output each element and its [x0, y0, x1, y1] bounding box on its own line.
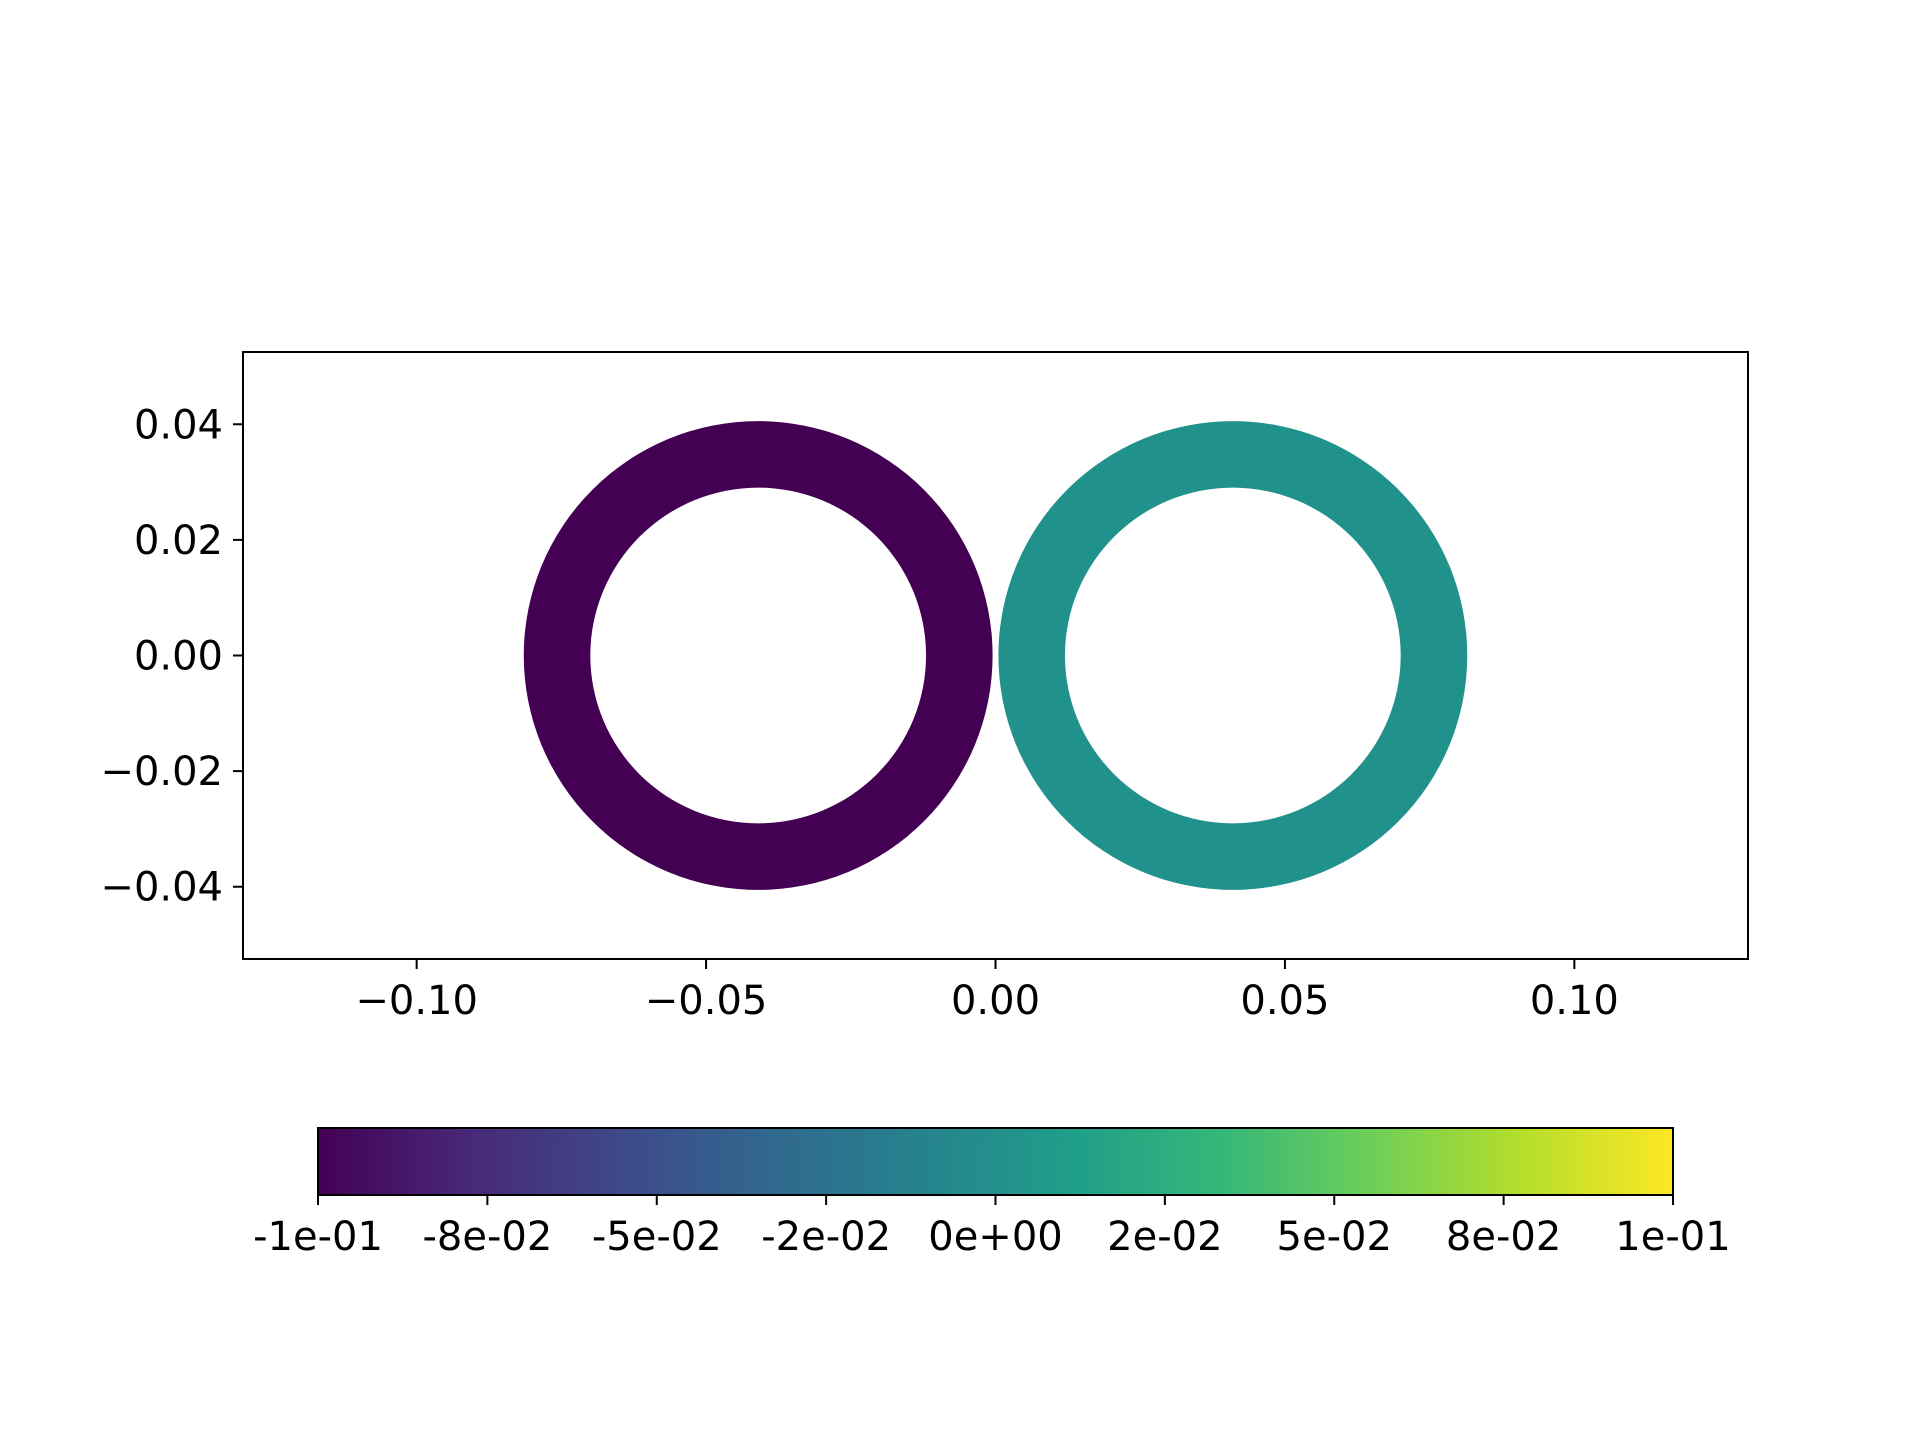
x-tick-label: 0.10 — [1530, 978, 1619, 1024]
colorbar-tick-label: -8e-02 — [422, 1214, 552, 1260]
x-axis: −0.10 −0.05 0.00 0.05 0.10 — [355, 959, 1619, 1024]
x-tick-label: 0.00 — [951, 978, 1040, 1024]
colorbar-gradient — [317, 1127, 1674, 1196]
y-tick-label: −0.02 — [100, 749, 223, 795]
colorbar: -1e-01 -8e-02 -5e-02 -2e-02 0e+00 2e-02 5e-02 8… — [253, 1127, 1731, 1260]
colorbar-tick-label: -5e-02 — [592, 1214, 722, 1260]
colorbar-tick-label: 1e-01 — [1615, 1214, 1730, 1260]
y-tick-label: 0.00 — [134, 634, 223, 680]
y-tick-label: 0.04 — [134, 402, 223, 448]
colorbar-ticks: -1e-01 -8e-02 -5e-02 -2e-02 0e+00 2e-02 5e-02 8… — [253, 1195, 1731, 1260]
y-axis: 0.04 0.02 0.00 −0.02 −0.04 — [100, 402, 243, 911]
x-tick-label: 0.05 — [1240, 978, 1329, 1024]
x-tick-label: −0.05 — [645, 978, 768, 1024]
colorbar-tick-label: 8e-02 — [1446, 1214, 1561, 1260]
colorbar-tick-label: 2e-02 — [1107, 1214, 1222, 1260]
plot-area: −0.10 −0.05 0.00 0.05 0.10 0.04 0.02 0.00 −0.02… — [100, 351, 1749, 1024]
x-tick-label: −0.10 — [355, 978, 478, 1024]
y-tick-label: −0.04 — [100, 865, 223, 911]
colorbar-tick-label: -1e-01 — [253, 1214, 383, 1260]
colorbar-tick-label: -2e-02 — [761, 1214, 891, 1260]
colorbar-tick-label: 0e+00 — [928, 1214, 1062, 1260]
colorbar-tick-label: 5e-02 — [1277, 1214, 1392, 1260]
y-tick-label: 0.02 — [134, 518, 223, 564]
